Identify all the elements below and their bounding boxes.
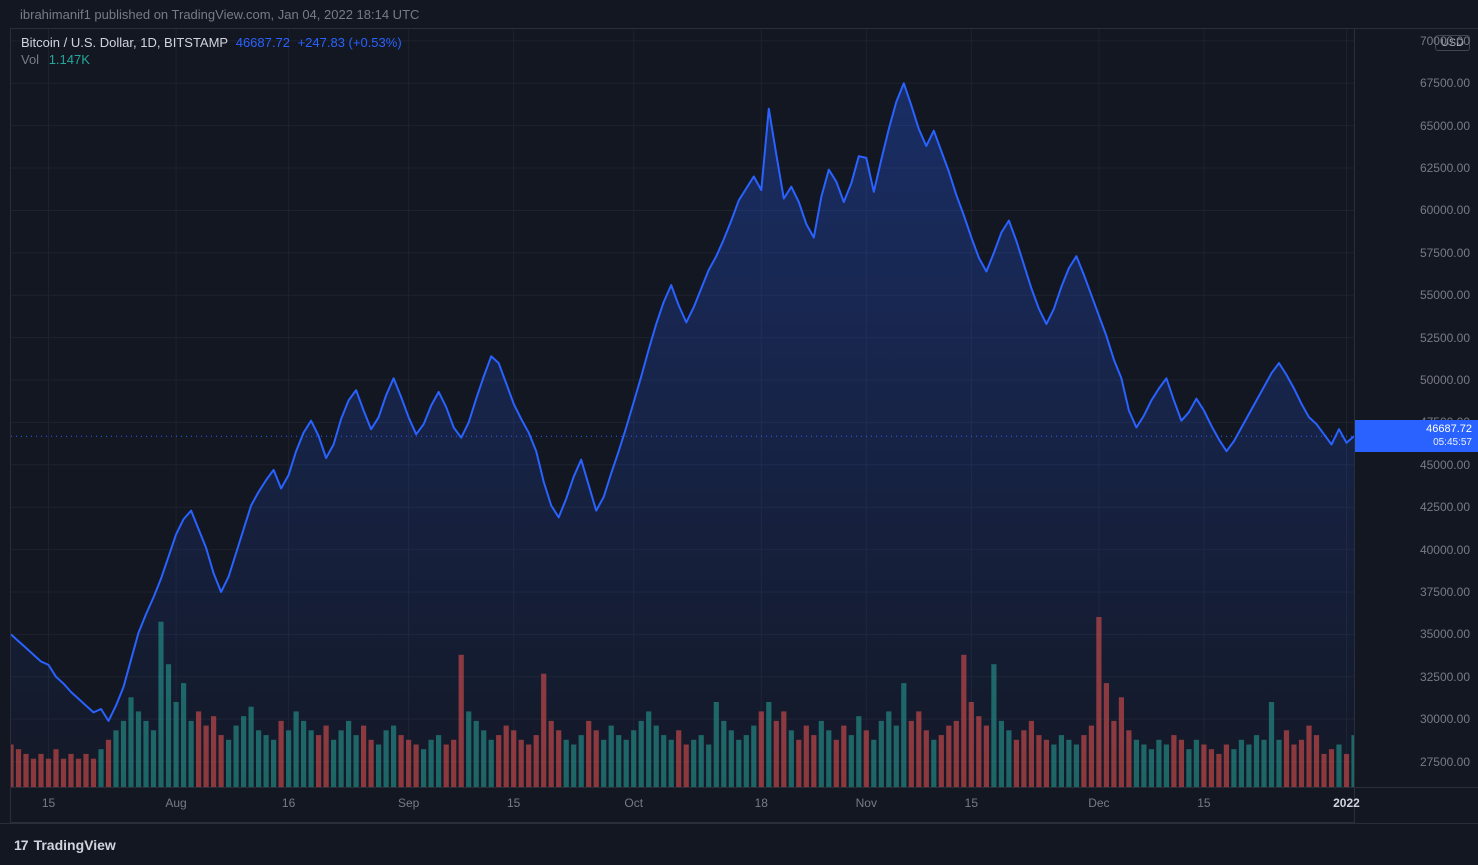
time-axis-tick: Sep (398, 796, 419, 810)
time-axis-tick: 15 (1197, 796, 1210, 810)
legend-volume-value: 1.147K (49, 52, 90, 67)
price-axis-tick: 35000.00 (1420, 627, 1470, 641)
time-axis-tick: 16 (282, 796, 295, 810)
price-axis-tick: 57500.00 (1420, 246, 1470, 260)
tradingview-logo-icon: 17 (14, 837, 28, 853)
price-axis[interactable]: USD 27500.0030000.0032500.0035000.003750… (1355, 28, 1478, 788)
plot-area[interactable]: Bitcoin / U.S. Dollar, 1D, BITSTAMP 4668… (10, 28, 1355, 788)
price-axis-tick: 55000.00 (1420, 288, 1470, 302)
price-axis-tick: 60000.00 (1420, 203, 1470, 217)
publish-banner-text: ibrahimanif1 published on TradingView.co… (20, 7, 419, 22)
price-axis-tick: 27500.00 (1420, 755, 1470, 769)
time-axis-tick: Nov (856, 796, 877, 810)
time-axis-tick: 15 (507, 796, 520, 810)
publish-banner: ibrahimanif1 published on TradingView.co… (0, 0, 1478, 28)
time-axis-tick: 2022 (1333, 796, 1360, 810)
chart-svg (11, 29, 1354, 787)
time-axis-tick: Aug (165, 796, 186, 810)
price-axis-tick: 52500.00 (1420, 331, 1470, 345)
time-axis-tick: 18 (755, 796, 768, 810)
price-axis-tick: 32500.00 (1420, 670, 1470, 684)
chart-legend: Bitcoin / U.S. Dollar, 1D, BITSTAMP 4668… (21, 35, 406, 67)
legend-last-price: 46687.72 (236, 35, 290, 50)
price-axis-tick: 67500.00 (1420, 76, 1470, 90)
price-axis-tick: 42500.00 (1420, 500, 1470, 514)
current-price-flag: 46687.7205:45:57 (1355, 420, 1478, 452)
footer-branding: 17 TradingView (0, 823, 1478, 865)
price-axis-tick: 50000.00 (1420, 373, 1470, 387)
price-axis-tick: 45000.00 (1420, 458, 1470, 472)
time-axis[interactable]: 15Aug16Sep15Oct18Nov15Dec152022 (10, 788, 1355, 823)
legend-symbol[interactable]: Bitcoin / U.S. Dollar, 1D, BITSTAMP (21, 35, 228, 50)
price-axis-tick: 40000.00 (1420, 543, 1470, 557)
price-axis-tick: 30000.00 (1420, 712, 1470, 726)
time-axis-tick: 15 (42, 796, 55, 810)
legend-change: +247.83 (+0.53%) (298, 35, 402, 50)
tradingview-brand-text: TradingView (34, 837, 116, 853)
legend-volume-label: Vol (21, 52, 39, 67)
time-axis-tick: Dec (1088, 796, 1109, 810)
price-axis-tick: 62500.00 (1420, 161, 1470, 175)
chart-container: Bitcoin / U.S. Dollar, 1D, BITSTAMP 4668… (0, 28, 1478, 823)
price-axis-tick: 37500.00 (1420, 585, 1470, 599)
price-axis-tick: 65000.00 (1420, 119, 1470, 133)
price-axis-tick: 70000.00 (1420, 34, 1470, 48)
legend-line-main: Bitcoin / U.S. Dollar, 1D, BITSTAMP 4668… (21, 35, 406, 50)
time-axis-tick: Oct (624, 796, 643, 810)
legend-line-volume: Vol 1.147K (21, 52, 406, 67)
time-axis-tick: 15 (965, 796, 978, 810)
